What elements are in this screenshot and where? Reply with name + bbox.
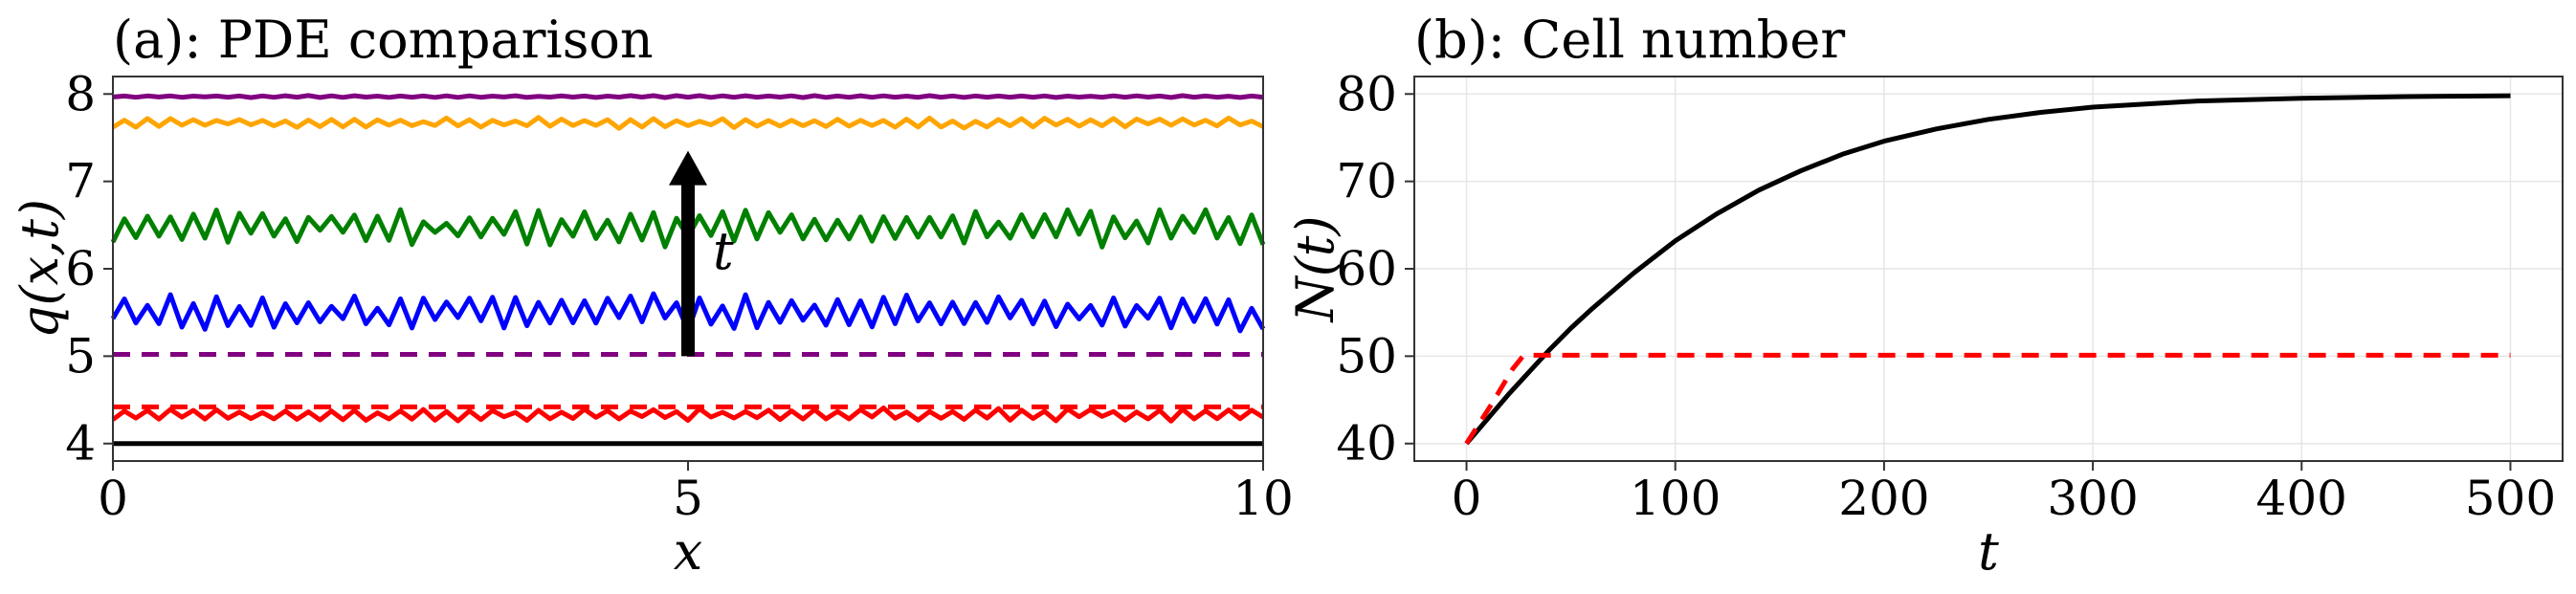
panel-b-ticks: 0 100 200 300 400 500 40 50 60 70 80	[1336, 66, 2556, 526]
panel-a: (a): PDE comparison t 0 5 10 4 5 6 7 8 x q(x,t)	[10, 10, 1294, 582]
series-line-0	[1464, 93, 2511, 446]
x-tick-label: 5	[673, 471, 703, 526]
x-tick-label: 100	[1630, 471, 1721, 526]
y-tick-label: 80	[1336, 66, 1397, 121]
y-tick-label: 5	[65, 328, 96, 384]
x-tick-label: 10	[1232, 471, 1294, 526]
y-tick-label: 6	[65, 241, 96, 297]
x-tick-label: 400	[2256, 471, 2347, 526]
x-tick-label: 300	[2047, 471, 2138, 526]
x-tick-label: 500	[2465, 471, 2556, 526]
series-line-1	[111, 406, 1265, 424]
panel-b-title: (b): Cell number	[1414, 10, 1845, 70]
arrow-label: t	[713, 221, 734, 281]
panel-b-xlabel: t	[1978, 521, 1999, 582]
y-tick-label: 4	[65, 416, 96, 472]
series-line-1	[1464, 352, 2511, 446]
panel-b-ylabel: N(t)	[1285, 215, 1345, 323]
x-tick-label: 0	[98, 471, 128, 526]
panel-b-grid	[1414, 77, 2563, 461]
series-line-7	[112, 93, 1264, 100]
y-tick-label: 50	[1336, 328, 1397, 384]
series-line-6	[111, 115, 1265, 131]
x-tick-label: 200	[1838, 471, 1929, 526]
panel-a-title: (a): PDE comparison	[113, 10, 654, 70]
panel-a-xlabel: x	[674, 521, 702, 582]
y-tick-label: 40	[1336, 416, 1397, 472]
y-tick-label: 60	[1336, 241, 1397, 297]
time-arrow: t	[669, 150, 734, 357]
y-tick-label: 7	[65, 154, 96, 209]
panel-b-series	[1464, 93, 2511, 446]
x-tick-label: 0	[1452, 471, 1482, 526]
panel-a-ylabel: q(x,t)	[10, 199, 70, 339]
panel-a-ticks: 0 5 10 4 5 6 7 8	[65, 66, 1294, 526]
arrow-head	[669, 150, 707, 186]
y-tick-label: 8	[65, 66, 96, 121]
panel-b: (b): Cell number 0 100 200 300 400 500 40 50 60 7…	[1285, 10, 2564, 582]
y-tick-label: 70	[1336, 154, 1397, 209]
